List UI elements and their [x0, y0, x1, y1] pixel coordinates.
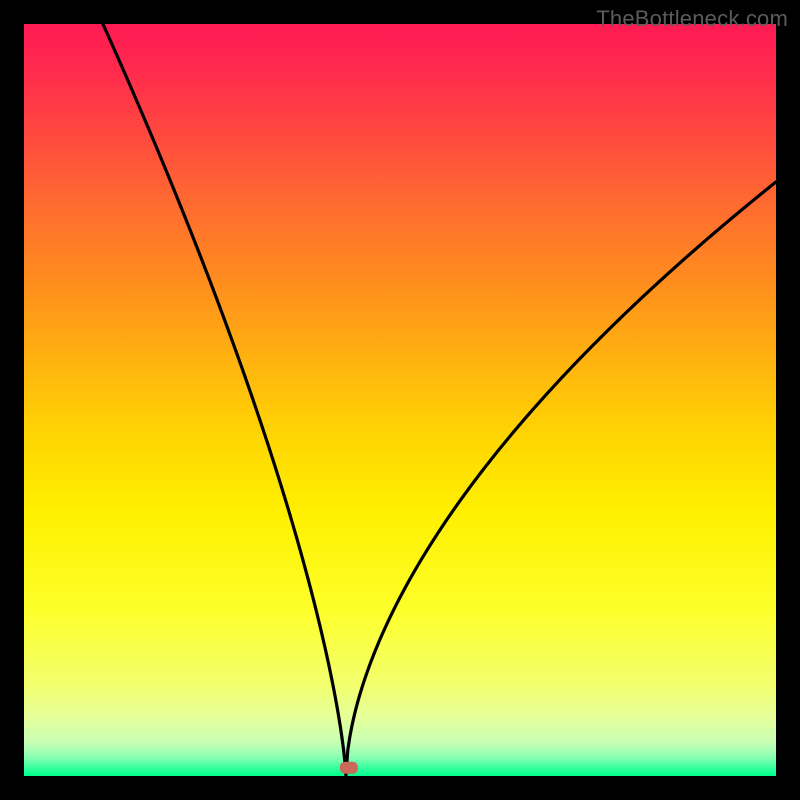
watermark-text: TheBottleneck.com: [596, 6, 788, 32]
plot-background: [24, 24, 776, 776]
optimal-marker: [340, 762, 358, 774]
chart-frame: TheBottleneck.com: [0, 0, 800, 800]
bottleneck-chart: [0, 0, 800, 800]
